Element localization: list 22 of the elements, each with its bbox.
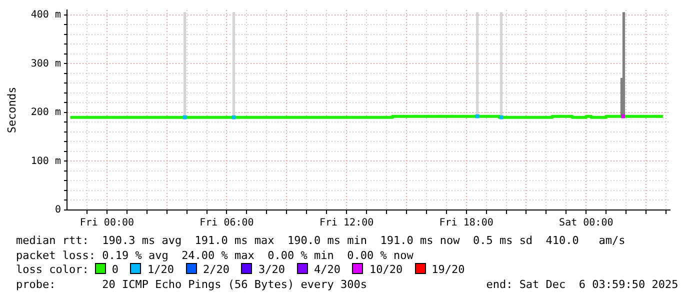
x-tick-label: Sat 00:00 (559, 218, 614, 229)
legend-title: loss color: (16, 263, 89, 276)
x-tick-label: Fri 06:00 (200, 218, 254, 229)
legend-label: 10/20 (368, 263, 403, 276)
legend-label: 19/20 (430, 263, 465, 276)
legend-label: 0 (110, 263, 118, 276)
x-tick-label: Fri 12:00 (319, 218, 374, 229)
legend-label: 2/20 (202, 263, 230, 276)
y-tick-label: 100 m (30, 156, 61, 167)
text: median rtt: 190.3 ms avg 191.0 ms max 190.0 ms min 191.0 ms now 0.5 ms sd 410.0 am/s (16, 234, 626, 248)
y-tick-label: 200 m (30, 107, 61, 118)
legend-label: 1/20 (146, 263, 174, 276)
legend-label: 4/20 (312, 263, 340, 276)
x-tick-label: Fri 18:00 (439, 218, 494, 229)
y-tick-label: 300 m (30, 58, 61, 70)
text: probe: 20 ICMP Echo Pings (56 Bytes) every 300s end: Sat Dec 6 03:59:50 2025 (16, 278, 678, 292)
y-tick-label: 0 (54, 204, 61, 216)
y-axis-title: Seconds (5, 86, 18, 134)
y-tick-label: 400 m (30, 9, 61, 20)
x-tick-label: Fri 00:00 (80, 218, 134, 229)
text: packet loss: 0.19 % avg 24.00 % max 0.00 % min 0.00 % now (16, 248, 414, 263)
legend-label: 3/20 (257, 263, 285, 276)
